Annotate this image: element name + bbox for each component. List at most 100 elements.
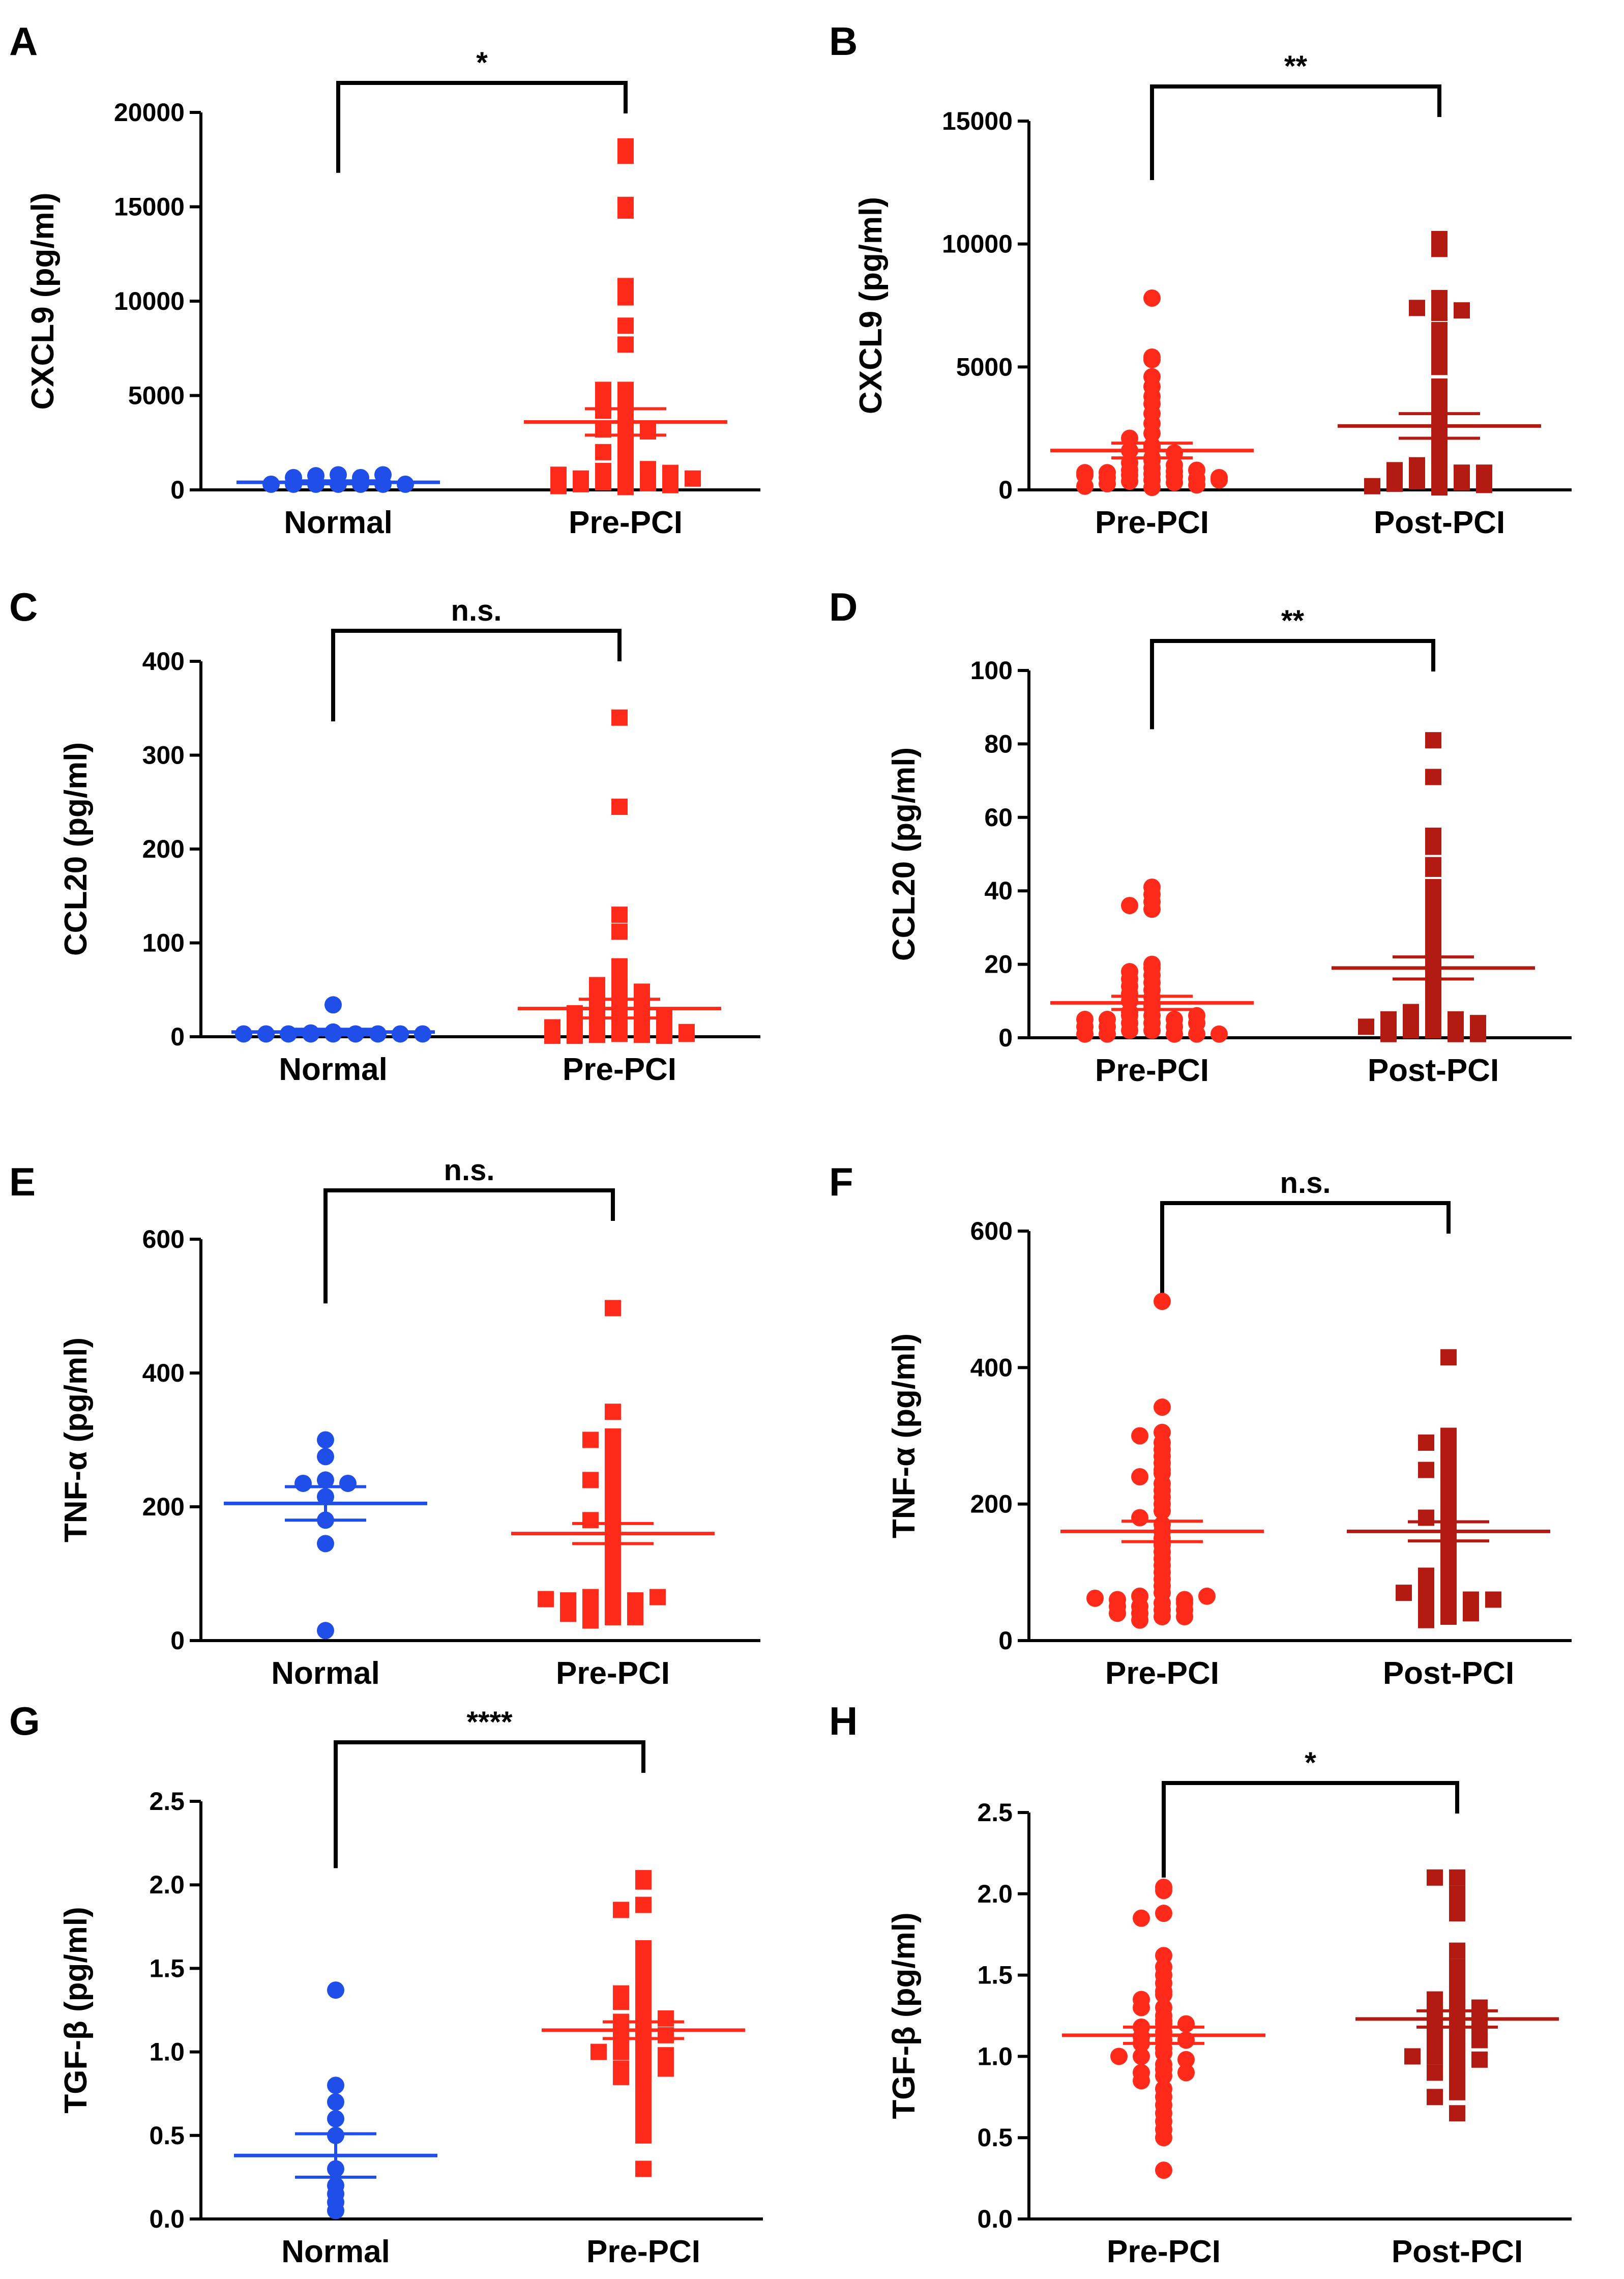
data-point	[1177, 2064, 1195, 2082]
x-category-label: Post-PCI	[1374, 505, 1505, 540]
data-point	[1425, 769, 1441, 785]
y-tick-label: 2.5	[149, 1787, 185, 1816]
data-point	[1418, 1462, 1434, 1478]
panel-e: E 0 200 400 600 TNF-α (pg/ml) Normal Pre-PCI n.s…	[9, 1154, 760, 1691]
data-point	[1143, 900, 1161, 918]
data-point	[317, 1471, 334, 1489]
y-tick-label: 5000	[956, 353, 1013, 381]
data-point	[1470, 1015, 1486, 1032]
panel-letter: A	[9, 19, 38, 64]
significance-label: n.s.	[1280, 1166, 1331, 1200]
significance-bracket	[1162, 1781, 1459, 1878]
data-point	[1476, 464, 1492, 481]
data-point	[1155, 2067, 1172, 2085]
panel-c: C 0 100 200 300 400 CCL20 (pg/ml) Normal Pre-PCI…	[9, 585, 760, 1087]
series-post-pci	[1332, 732, 1535, 1042]
data-point	[374, 466, 392, 484]
y-axis-label: CCL20 (pg/ml)	[58, 742, 94, 956]
data-point	[1177, 2015, 1195, 2033]
data-point	[1131, 1509, 1148, 1527]
panel-h: H 0.0 0.5 1.0 1.5 2.0 2.5 TGF-β (pg/ml) Pre-PCI P…	[829, 1699, 1572, 2269]
data-point	[611, 798, 628, 815]
x-category-label: Pre-PCI	[1107, 2234, 1221, 2269]
data-point	[1155, 2129, 1172, 2147]
panel-letter: F	[829, 1159, 853, 1204]
data-point	[1110, 2048, 1128, 2065]
data-point	[1403, 1022, 1419, 1039]
data-point	[327, 2202, 344, 2219]
series-post-pci	[1338, 231, 1541, 496]
data-point	[1380, 1026, 1397, 1042]
y-tick-label: 200	[142, 1493, 185, 1521]
x-category-label: Pre-PCI	[569, 505, 683, 540]
data-point	[317, 1622, 334, 1640]
x-category-label: Pre-PCI	[1105, 1656, 1219, 1691]
panel-f: F 0 200 400 600 TNF-α (pg/ml) Pre-PCI Post-PCI n…	[829, 1159, 1572, 1691]
data-point	[1485, 1591, 1501, 1608]
data-point	[685, 470, 701, 487]
y-tick-label: 20	[984, 950, 1013, 979]
y-tick-label: 0	[170, 1022, 185, 1051]
y-tick-label: 300	[142, 741, 185, 770]
data-point	[1133, 2048, 1150, 2065]
data-point	[317, 1448, 334, 1466]
data-point	[1425, 1022, 1441, 1039]
panel-g: G 0.0 0.5 1.0 1.5 2.0 2.5 TGF-β (pg/ml) Normal Pr…	[9, 1699, 763, 2269]
data-point	[635, 2127, 652, 2144]
data-point	[1425, 879, 1441, 895]
series-normal	[231, 996, 435, 1043]
y-tick-label: 100	[142, 929, 185, 957]
data-point	[590, 2043, 607, 2060]
data-point	[1133, 1909, 1150, 1927]
y-tick-label: 200	[970, 1490, 1013, 1518]
data-point	[235, 1025, 252, 1043]
significance-bracket	[331, 629, 622, 722]
y-axis-label: CCL20 (pg/ml)	[887, 747, 922, 961]
series-pre-pci	[511, 1300, 715, 1629]
data-point	[1155, 2161, 1172, 2179]
data-point	[1418, 1434, 1434, 1451]
series-pre-pci	[524, 138, 727, 495]
data-point	[1155, 1985, 1172, 2003]
significance-bracket	[1160, 1201, 1451, 1297]
data-point	[605, 1300, 621, 1317]
y-tick-label: 2.5	[977, 1798, 1013, 1827]
data-point	[649, 1589, 666, 1605]
data-point	[1155, 1905, 1172, 1922]
data-point	[678, 1026, 695, 1042]
panel-b: B 0 5000 10000 15000 CXCL9 (pg/ml) Pre-PCI Post…	[829, 19, 1572, 540]
significance-bracket	[323, 1188, 615, 1304]
significance-label: *	[476, 46, 488, 79]
significance-bracket	[1150, 639, 1435, 729]
significance-bracket	[1150, 84, 1441, 180]
data-point	[1154, 1398, 1171, 1416]
significance-bracket	[336, 81, 628, 173]
x-category-label: Pre-PCI	[586, 2234, 700, 2269]
x-category-label: Normal	[284, 505, 393, 540]
y-tick-label: 0.0	[977, 2205, 1013, 2233]
y-tick-label: 2.0	[977, 1880, 1013, 1908]
y-tick-label: 10000	[942, 230, 1013, 258]
data-point	[1177, 2051, 1195, 2068]
y-tick-label: 0	[170, 1626, 185, 1655]
data-point	[573, 476, 589, 492]
y-tick-label: 0	[998, 476, 1013, 504]
panel-d: D 0 20 40 60 80 100 CCL20 (pg/ml) Pre-PCI Post-PC…	[829, 585, 1572, 1088]
significance-label: **	[1284, 50, 1308, 83]
series-post-pci	[1347, 1349, 1550, 1628]
y-tick-label: 1.5	[977, 1961, 1013, 1990]
data-point	[1449, 2084, 1465, 2100]
series-normal	[234, 1981, 437, 2219]
data-point	[1409, 300, 1425, 316]
data-point	[317, 1535, 334, 1553]
data-point	[1431, 305, 1448, 321]
series-pre-pci	[1050, 289, 1254, 496]
data-point	[613, 2068, 629, 2085]
data-point	[605, 1609, 621, 1625]
data-point	[595, 444, 611, 460]
data-point	[1418, 1612, 1434, 1628]
data-point	[1143, 424, 1161, 442]
series-pre-pci	[1062, 1879, 1265, 2179]
significance-label: ****	[466, 1706, 513, 1739]
data-point	[1396, 1585, 1412, 1601]
